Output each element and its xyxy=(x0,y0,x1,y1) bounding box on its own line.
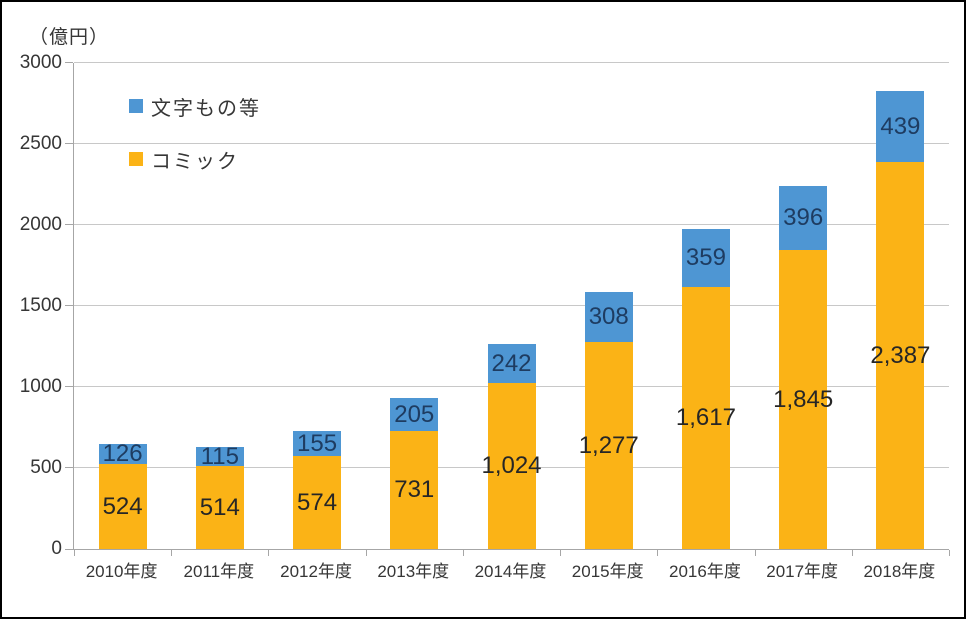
y-axis-tick-0 xyxy=(65,549,73,550)
bar-segment-comic-5: 1,277 xyxy=(579,342,639,549)
x-axis-label-8: 2018年度 xyxy=(863,562,936,581)
y-axis-label-0: 0 xyxy=(51,538,62,559)
y-axis-tick-500 xyxy=(65,467,73,468)
y-axis-tick-1500 xyxy=(65,305,73,306)
bar-segment-comic-1: 514 xyxy=(195,466,244,549)
bar-segment-moji-5: 308 xyxy=(584,292,633,342)
value-label-moji-0: 126 xyxy=(102,440,143,467)
y-axis-label-500: 500 xyxy=(30,457,62,478)
x-axis-label-0: 2010年度 xyxy=(85,562,158,581)
x-axis-tick-3 xyxy=(366,550,367,556)
x-axis-tick-0 xyxy=(74,550,75,556)
bar-segment-moji-1: 115 xyxy=(195,442,244,470)
value-label-moji-7: 396 xyxy=(783,204,824,231)
value-label-comic-5: 1,277 xyxy=(578,431,639,459)
bar-3: 205 731 xyxy=(390,398,439,549)
x-axis-label-5: 2015年度 xyxy=(571,562,644,581)
gridline-2500 xyxy=(74,143,949,144)
bar-6: 359 1,617 xyxy=(676,229,736,549)
bar-segment-comic-7: 1,845 xyxy=(773,250,833,549)
y-axis-tick-3000 xyxy=(65,62,73,63)
value-label-comic-1: 514 xyxy=(199,493,240,521)
bar-segment-comic-4: 1,024 xyxy=(481,383,542,549)
bar-4: 242 1,024 xyxy=(481,344,542,549)
x-axis-label-1: 2011年度 xyxy=(183,562,255,581)
y-axis-tick-1000 xyxy=(65,386,73,387)
bar-5: 308 1,277 xyxy=(579,292,639,549)
bar-segment-moji-3: 205 xyxy=(390,398,439,431)
x-axis-label-6: 2016年度 xyxy=(669,562,741,581)
bar-7: 396 1,845 xyxy=(773,186,833,549)
legend-item-moji: 文字もの等 xyxy=(129,93,261,120)
x-axis-tick-4 xyxy=(463,550,464,556)
legend: 文字もの等 コミック xyxy=(129,93,261,199)
y-axis-tick-2000 xyxy=(65,224,73,225)
bar-2: 155 574 xyxy=(293,429,342,549)
x-axis-tick-5 xyxy=(560,550,561,556)
x-axis-tick-1 xyxy=(171,550,172,556)
bar-1: 115 514 xyxy=(195,442,244,549)
y-axis-label-3000: 3000 xyxy=(19,52,62,73)
value-label-comic-4: 1,024 xyxy=(481,452,542,479)
value-label-comic-7: 1,845 xyxy=(773,385,834,413)
gridline-2000 xyxy=(74,224,949,225)
bar-segment-comic-3: 731 xyxy=(390,431,439,549)
value-label-moji-2: 155 xyxy=(297,429,338,457)
x-axis-label-2: 2012年度 xyxy=(280,562,352,581)
gridline-1500 xyxy=(74,305,949,306)
bar-segment-moji-0: 126 xyxy=(98,440,147,467)
value-label-comic-8: 2,387 xyxy=(870,341,931,369)
bar-segment-comic-6: 1,617 xyxy=(676,287,736,549)
y-axis-unit-label: （億円） xyxy=(29,27,110,48)
value-label-comic-0: 524 xyxy=(102,492,143,520)
value-label-moji-1: 115 xyxy=(200,442,239,470)
y-axis-tick-2500 xyxy=(65,143,73,144)
legend-label-comic: コミック xyxy=(151,150,239,173)
value-label-moji-3: 205 xyxy=(394,400,435,428)
bar-segment-moji-4: 242 xyxy=(487,344,536,383)
value-label-moji-8: 439 xyxy=(880,112,921,140)
legend-item-comic: コミック xyxy=(129,146,261,173)
bar-segment-moji-7: 396 xyxy=(779,186,828,250)
legend-swatch-comic-icon xyxy=(129,152,143,166)
x-axis-tick-2 xyxy=(268,550,269,556)
bar-segment-moji-2: 155 xyxy=(293,429,342,457)
bar-segment-comic-8: 2,387 xyxy=(870,162,930,549)
bar-segment-moji-8: 439 xyxy=(876,91,925,162)
value-label-comic-2: 574 xyxy=(297,488,338,516)
x-axis-label-7: 2017年度 xyxy=(766,562,839,581)
legend-label-moji: 文字もの等 xyxy=(151,97,261,120)
x-axis-tick-7 xyxy=(755,550,756,556)
value-label-moji-6: 359 xyxy=(685,244,726,271)
y-axis-label-2000: 2000 xyxy=(19,214,62,235)
value-label-comic-3: 731 xyxy=(394,476,435,503)
gridline-3000 xyxy=(74,62,949,63)
bar-segment-comic-2: 574 xyxy=(293,456,342,549)
value-label-moji-4: 242 xyxy=(491,349,532,377)
bar-segment-moji-6: 359 xyxy=(681,229,730,287)
bar-8: 439 2,387 xyxy=(870,91,930,549)
x-axis-tick-8 xyxy=(852,550,853,556)
x-axis-label-3: 2013年度 xyxy=(377,562,450,581)
legend-swatch-moji-icon xyxy=(129,99,143,113)
y-axis-label-1500: 1500 xyxy=(19,295,62,316)
y-axis-label-2500: 2500 xyxy=(19,133,62,154)
bar-segment-comic-0: 524 xyxy=(98,464,147,549)
x-axis-label-4: 2014年度 xyxy=(474,562,547,581)
y-axis-label-1000: 1000 xyxy=(19,376,62,397)
value-label-moji-5: 308 xyxy=(588,303,629,330)
plot-area: 文字もの等 コミック 126 524 115 514 155 574 205 731 242 1,… xyxy=(65,62,950,556)
value-label-comic-6: 1,617 xyxy=(675,404,736,431)
bar-0: 126 524 xyxy=(98,440,147,549)
x-axis-tick-9 xyxy=(949,550,950,556)
x-axis-tick-6 xyxy=(657,550,658,556)
